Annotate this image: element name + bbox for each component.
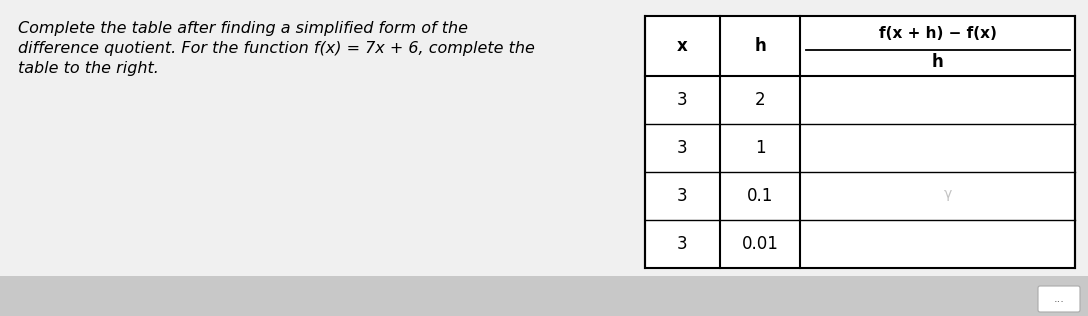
- Text: Complete the table after finding a simplified form of the: Complete the table after finding a simpl…: [18, 21, 468, 36]
- Text: difference quotient. For the function f(x) = 7x + 6, complete the: difference quotient. For the function f(…: [18, 41, 535, 56]
- Text: h: h: [931, 53, 943, 71]
- Text: table to the right.: table to the right.: [18, 61, 159, 76]
- Text: x: x: [677, 37, 688, 55]
- Text: γ: γ: [943, 187, 952, 201]
- Text: 3: 3: [677, 235, 688, 253]
- Bar: [645, 16, 1075, 268]
- FancyBboxPatch shape: [1038, 286, 1080, 312]
- Text: 3: 3: [677, 91, 688, 109]
- Bar: [0, 276, 1088, 316]
- Text: f(x + h) − f(x): f(x + h) − f(x): [879, 27, 997, 41]
- Text: 2: 2: [755, 91, 765, 109]
- Text: 3: 3: [677, 139, 688, 157]
- Text: 3: 3: [677, 187, 688, 205]
- Text: ...: ...: [1053, 294, 1064, 304]
- Text: h: h: [754, 37, 766, 55]
- Text: 0.1: 0.1: [746, 187, 774, 205]
- Text: 0.01: 0.01: [742, 235, 778, 253]
- Bar: [0, 0, 1088, 276]
- Text: 1: 1: [755, 139, 765, 157]
